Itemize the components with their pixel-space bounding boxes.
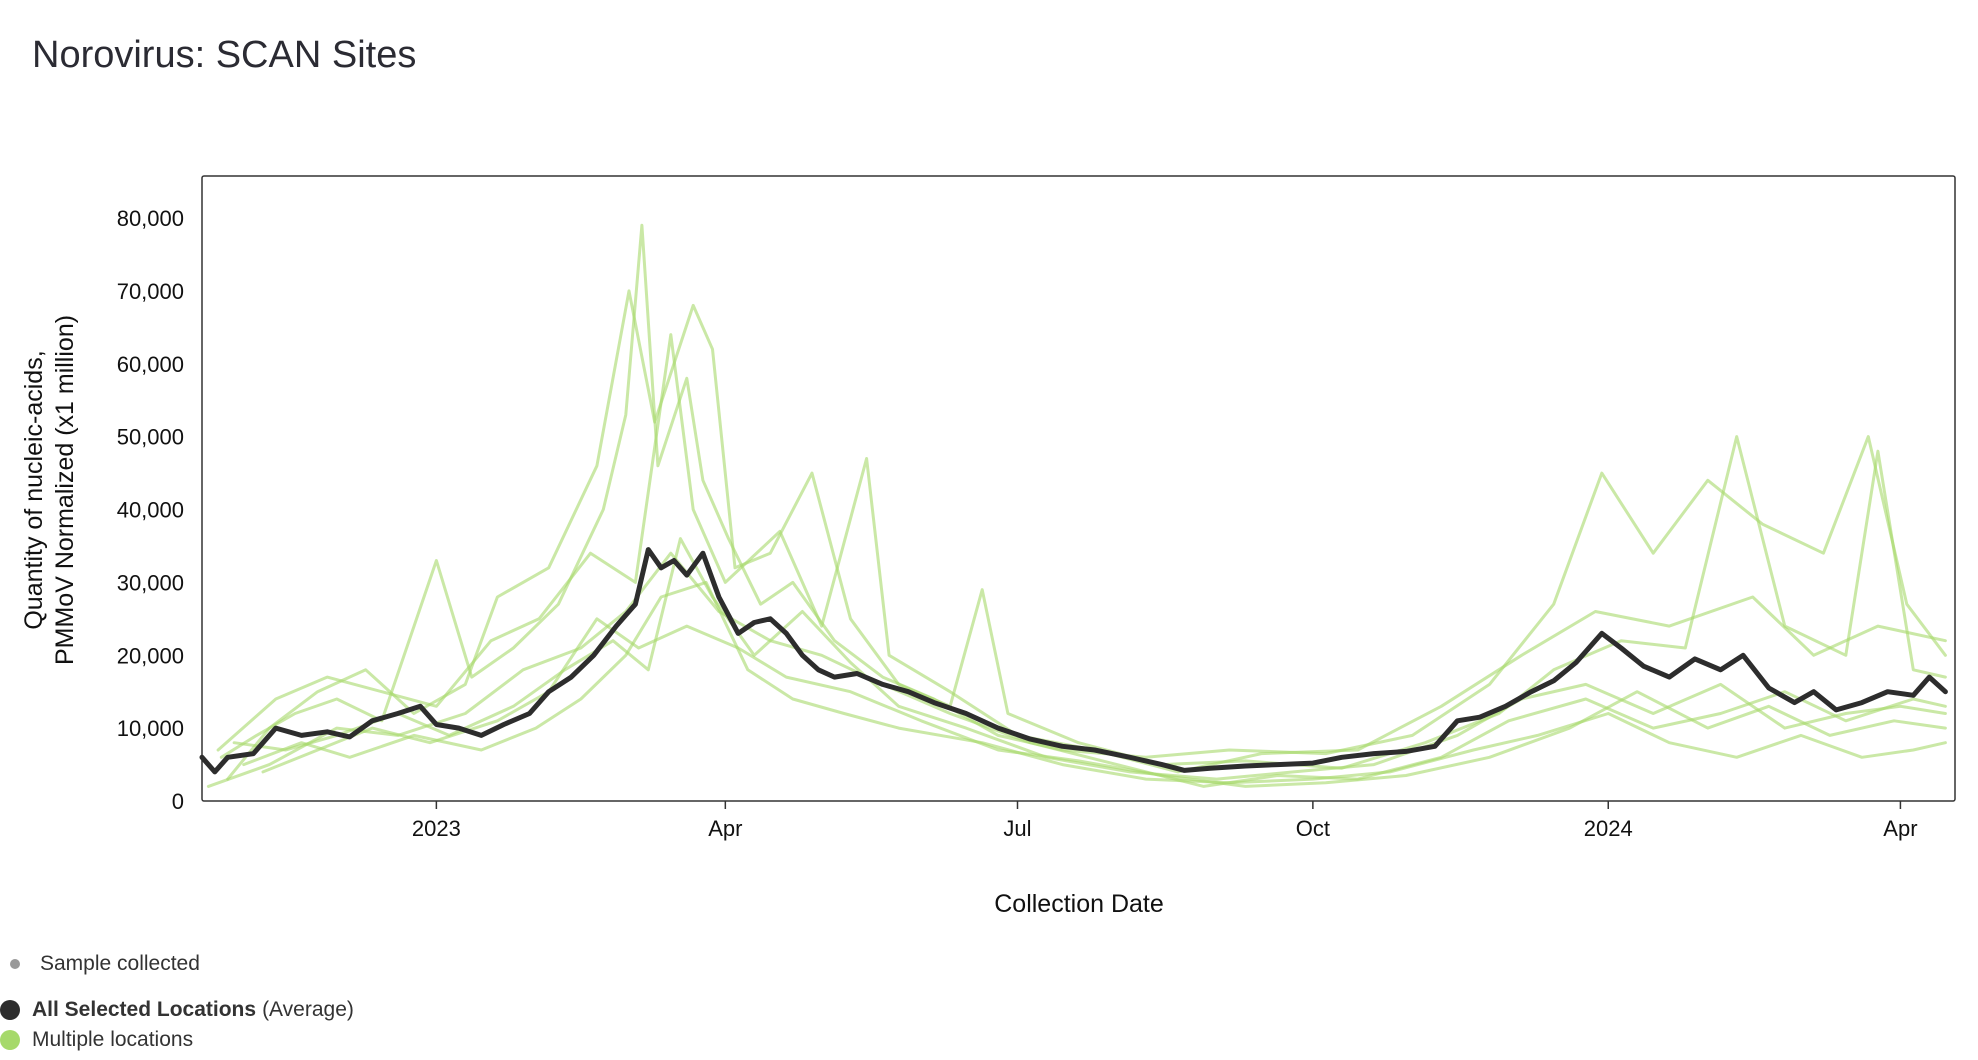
- legend-average-suffix: (Average): [262, 998, 354, 1021]
- plot-frame: [201, 175, 1956, 802]
- series-location-line-7: [206, 551, 1947, 788]
- x-axis: 2023 Apr Jul Oct 2024 Apr: [412, 801, 1918, 841]
- x-tick-label: 2024: [1584, 816, 1633, 841]
- x-tick-label: Oct: [1296, 816, 1330, 841]
- series-location-line-2: [226, 289, 1947, 781]
- average-dot-icon: [0, 1000, 20, 1020]
- y-axis-title-line-1: Quantity of nucleic-acids,: [20, 350, 48, 629]
- series-location-line-1: [219, 223, 1947, 759]
- y-tick-label: 40,000: [117, 498, 184, 523]
- legend-multiple: Multiple locations: [0, 1028, 193, 1052]
- locations-dot-icon: [0, 1030, 20, 1050]
- y-tick-label: 70,000: [117, 279, 184, 304]
- location-lines: [206, 223, 1947, 788]
- y-tick-label: 50,000: [117, 425, 184, 450]
- x-tick-label: 2023: [412, 816, 461, 841]
- average-line-group: [199, 547, 1948, 775]
- series-location-line-6: [261, 617, 1947, 788]
- series-average-line: [199, 547, 1948, 775]
- y-tick-label: 0: [172, 789, 184, 814]
- series-location-line-5: [216, 333, 1947, 774]
- x-tick-label: Apr: [1883, 816, 1917, 841]
- y-axis-title: Quantity of nucleic-acids, PMMoV Normali…: [20, 315, 79, 665]
- legend-sample: Sample collected: [10, 952, 200, 976]
- x-axis-title: Collection Date: [994, 890, 1164, 918]
- y-tick-label: 30,000: [117, 570, 184, 595]
- legend-sample-label: Sample collected: [40, 952, 200, 975]
- x-tick-label: Jul: [1003, 816, 1031, 841]
- y-tick-label: 80,000: [117, 206, 184, 231]
- legend-average: All Selected Locations (Average): [0, 998, 354, 1022]
- y-axis: 0 10,000 20,000 30,000 40,000 50,000 60,000 70,…: [117, 206, 184, 814]
- y-tick-label: 10,000: [117, 716, 184, 741]
- page-title: Norovirus: SCAN Sites: [32, 34, 417, 76]
- legend-average-label: All Selected Locations: [32, 998, 257, 1021]
- series-location-line-3: [232, 537, 1947, 781]
- legend-multiple-label: Multiple locations: [32, 1028, 194, 1051]
- y-axis-title-line-2: PMMoV Normalized (x1 million): [51, 315, 79, 665]
- y-tick-label: 60,000: [117, 352, 184, 377]
- sample-dot-icon: [10, 959, 20, 969]
- x-tick-label: Apr: [708, 816, 742, 841]
- y-tick-label: 20,000: [117, 643, 184, 668]
